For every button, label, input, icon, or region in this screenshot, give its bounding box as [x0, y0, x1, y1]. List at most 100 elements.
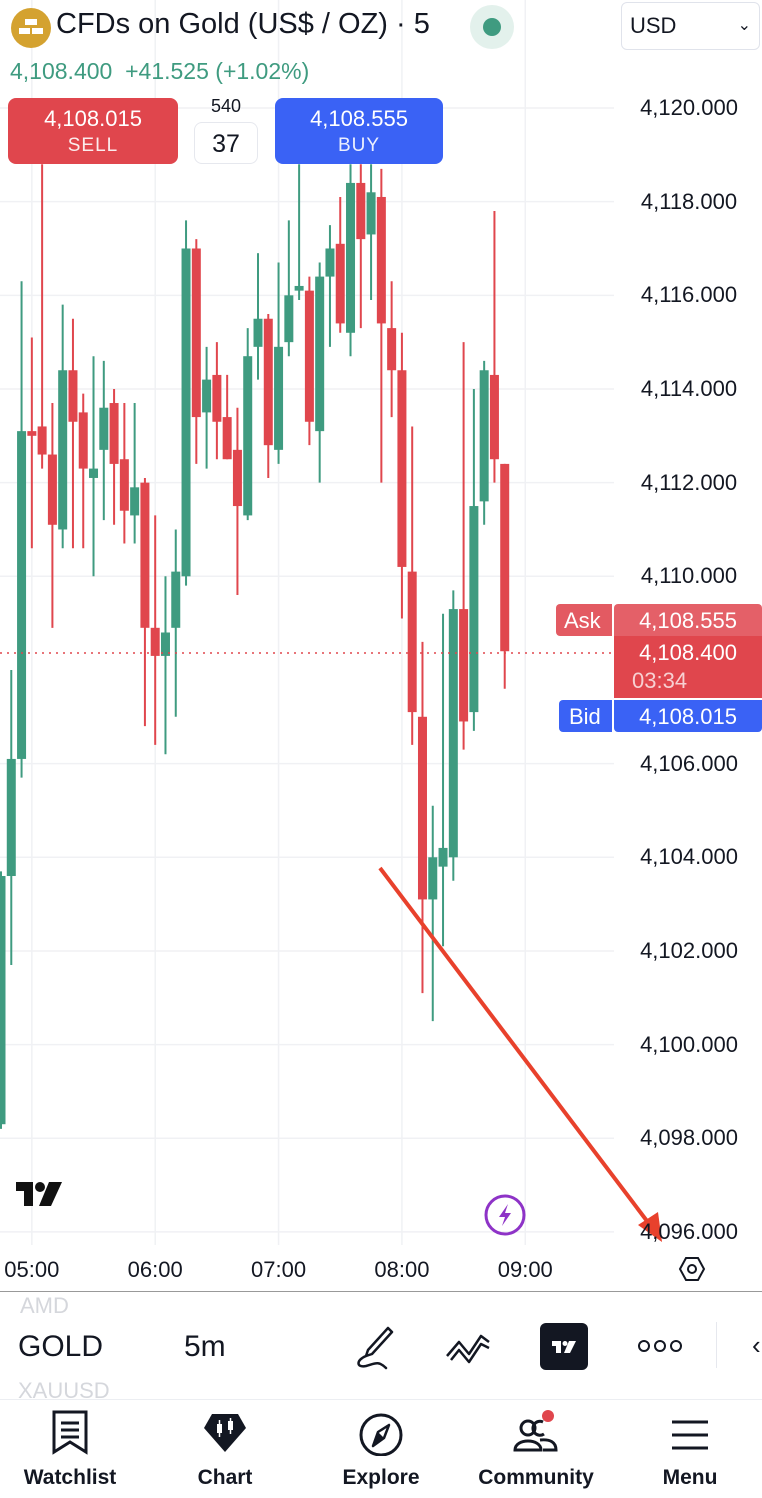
candle-body — [479, 370, 489, 502]
candle-body — [253, 318, 263, 347]
candle-07:20[interactable] — [315, 262, 325, 483]
candle-07:05[interactable] — [284, 220, 294, 357]
chevron-left-icon[interactable]: ‹ — [752, 1330, 761, 1360]
candle-body — [6, 758, 16, 877]
candle-body — [366, 192, 376, 235]
candle-08:15[interactable] — [428, 805, 438, 1022]
candle-06:20[interactable] — [191, 239, 201, 464]
candle-04:55[interactable] — [17, 281, 27, 778]
currency-dropdown[interactable]: USD ⌄ — [621, 2, 760, 50]
nav-explore[interactable]: Explore — [306, 1408, 456, 1489]
trend-line-annotation[interactable] — [378, 866, 662, 1242]
chart-settings-icon[interactable] — [678, 1257, 706, 1281]
candle-08:30[interactable] — [459, 342, 469, 750]
candle-05:45[interactable] — [119, 403, 129, 544]
candle-05:00[interactable] — [27, 337, 37, 549]
candle-06:10[interactable] — [171, 529, 181, 717]
candle-08:00[interactable] — [397, 332, 407, 619]
candle-07:30[interactable] — [335, 196, 345, 333]
candle-08:10[interactable] — [417, 641, 427, 994]
candle-07:35[interactable] — [346, 164, 356, 357]
candle-07:00[interactable] — [274, 262, 284, 464]
lightning-icon[interactable] — [484, 1194, 526, 1236]
indicators-icon[interactable] — [444, 1328, 494, 1368]
next-symbol[interactable]: XAUUSD — [18, 1378, 110, 1403]
nav-watchlist[interactable]: Watchlist — [0, 1408, 145, 1489]
candle-body — [263, 318, 273, 446]
buy-button[interactable]: 4,108.555 BUY — [275, 98, 443, 164]
candle-05:50[interactable] — [130, 403, 140, 544]
candle-08:40[interactable] — [479, 360, 489, 525]
candle-05:30[interactable] — [89, 356, 99, 577]
candle-body — [469, 506, 479, 713]
symbol-title[interactable]: CFDs on Gold (US$ / OZ) · 5 — [56, 8, 430, 40]
candle-08:05[interactable] — [407, 426, 417, 745]
candle-06:45[interactable] — [243, 328, 253, 521]
nav-community[interactable]: Community — [461, 1408, 611, 1489]
candle-08:20[interactable] — [438, 613, 448, 947]
candle-05:55[interactable] — [140, 477, 150, 727]
candle-07:40[interactable] — [356, 164, 366, 329]
candle-08:50[interactable] — [500, 463, 510, 689]
price-tick-label: 4,102.000 — [640, 937, 738, 963]
price-tick-label: 4,100.000 — [640, 1031, 738, 1057]
symbol-selector[interactable]: GOLD — [18, 1330, 104, 1363]
last-price: 4,108.400 — [10, 58, 113, 84]
nav-chart[interactable]: Chart — [150, 1408, 300, 1489]
buy-label: BUY — [337, 135, 381, 156]
price-tick-label: 4,120.000 — [640, 95, 738, 120]
more-options-icon[interactable] — [636, 1336, 684, 1356]
candle-06:35[interactable] — [222, 374, 232, 460]
ask-label: Ask — [556, 604, 612, 636]
candle-08:45[interactable] — [489, 211, 499, 483]
candle-05:25[interactable] — [78, 393, 88, 549]
candle-04:45[interactable] — [0, 871, 6, 1129]
tradingview-button[interactable] — [540, 1323, 588, 1370]
candle-body — [346, 182, 356, 333]
candle-06:05[interactable] — [160, 576, 170, 755]
candle-06:15[interactable] — [181, 220, 191, 586]
candle-body — [202, 379, 212, 413]
candle-body — [428, 857, 438, 900]
nav-menu[interactable]: Menu — [615, 1408, 762, 1489]
candle-06:00[interactable] — [150, 515, 160, 745]
nav-divider — [0, 1399, 762, 1400]
candle-body — [243, 356, 253, 516]
candle-07:15[interactable] — [304, 276, 314, 446]
candle-body — [284, 295, 294, 343]
candle-08:25[interactable] — [448, 590, 458, 881]
candle-06:40[interactable] — [232, 407, 242, 596]
candle-07:45[interactable] — [366, 164, 376, 301]
prev-symbol[interactable]: AMD — [20, 1293, 69, 1318]
candle-07:50[interactable] — [376, 168, 386, 483]
candle-05:10[interactable] — [47, 403, 57, 628]
price-tick-label: 4,116.000 — [640, 282, 738, 308]
compass-icon — [359, 1413, 403, 1456]
candle-07:10[interactable] — [294, 164, 304, 301]
price-chart[interactable] — [0, 0, 762, 1292]
candle-08:35[interactable] — [469, 388, 479, 731]
candle-body — [191, 248, 201, 418]
candle-07:55[interactable] — [387, 281, 397, 418]
candle-06:25[interactable] — [202, 346, 212, 469]
candle-body — [37, 426, 47, 455]
candle-06:55[interactable] — [263, 314, 273, 478]
candle-05:35[interactable] — [99, 360, 109, 521]
candle-05:40[interactable] — [109, 388, 119, 525]
candle-body — [47, 454, 57, 525]
candle-05:05[interactable] — [37, 164, 47, 469]
candle-body — [304, 290, 314, 422]
candle-05:20[interactable] — [68, 318, 78, 549]
candle-06:30[interactable] — [212, 342, 222, 460]
sell-button[interactable]: 4,108.015 SELL — [8, 98, 178, 164]
candle-body — [397, 370, 407, 567]
candle-06:50[interactable] — [253, 253, 263, 380]
candle-07:25[interactable] — [325, 225, 335, 347]
candle-04:50[interactable] — [6, 669, 16, 965]
ask-price: 4,108.555 — [614, 604, 762, 636]
draw-pen-icon[interactable] — [352, 1322, 398, 1372]
candle-body — [212, 374, 222, 422]
candle-05:15[interactable] — [58, 304, 68, 549]
candle-body — [89, 468, 99, 478]
interval-selector[interactable]: 5m — [184, 1330, 226, 1363]
